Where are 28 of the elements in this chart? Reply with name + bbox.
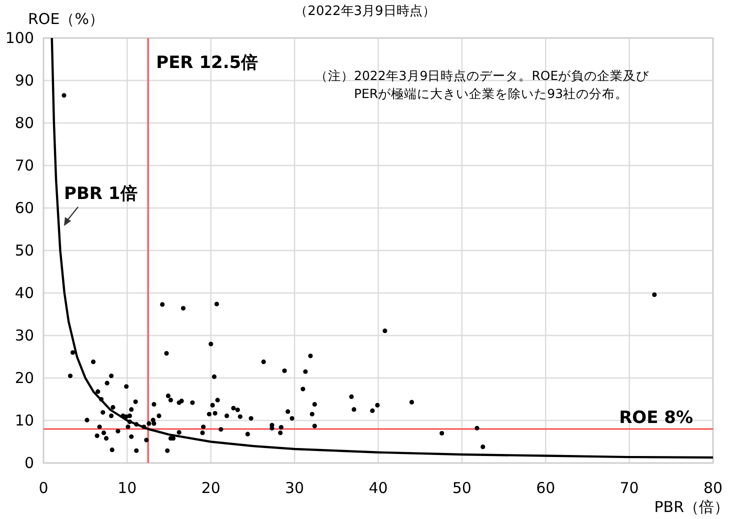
y-tick-label: 30 — [14, 326, 34, 344]
y-tick-label: 20 — [14, 369, 34, 387]
y-tick-label: 70 — [14, 156, 34, 174]
ref-line-label: ROE 8% — [619, 408, 693, 428]
y-tick-label: 40 — [14, 284, 34, 302]
chart-title: （2022年3月9日時点） — [294, 4, 436, 19]
x-tick-label: 70 — [620, 479, 639, 497]
x-tick-label: 50 — [452, 479, 472, 497]
y-tick-label: 60 — [14, 199, 34, 217]
series-label: PBR 1倍 — [64, 184, 138, 204]
y-tick-label: 0 — [24, 454, 34, 472]
y-tick-label: 100 — [5, 29, 34, 47]
x-tick-label: 0 — [38, 479, 48, 497]
y-tick-label: 10 — [14, 412, 34, 430]
x-tick-label: 60 — [536, 479, 556, 497]
y-tick-label: 90 — [14, 72, 34, 90]
x-tick-label: 40 — [368, 479, 388, 497]
line-series — [50, 38, 713, 459]
x-tick-label: 20 — [201, 479, 220, 497]
annotation: （注）2022年3月9日時点のデータ。ROEが負の企業及び PERが極端に大きい企業を除いた93社の分布。 — [315, 68, 650, 101]
x-tick-label: 80 — [703, 479, 723, 497]
y-tick-label: 50 — [14, 242, 34, 260]
x-tick-label: 10 — [118, 479, 137, 497]
ref-line-label: PER 12.5倍 — [156, 53, 258, 73]
y-axis-title: ROE（%） — [28, 10, 104, 28]
x-axis-title: PBR（倍） — [654, 498, 729, 516]
y-tick-label: 80 — [14, 114, 34, 132]
x-tick-label: 30 — [285, 479, 304, 497]
